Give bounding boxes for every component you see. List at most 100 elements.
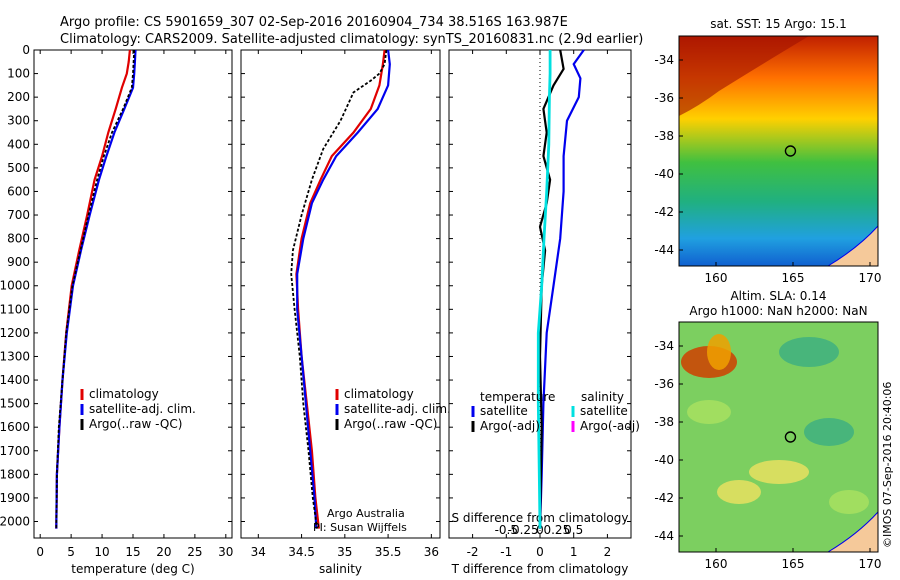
plot-frame: [240, 49, 441, 539]
y-tick-label: 1400: [0, 373, 30, 387]
sla-anomaly: [707, 334, 731, 370]
x-tick-label: 30: [218, 545, 233, 559]
series-line: [295, 49, 386, 529]
x-tick-label: 5: [67, 545, 75, 559]
x-tick-label: 34.5: [288, 545, 315, 559]
map-lon-label: 160: [705, 557, 728, 571]
map-lon-label: 165: [782, 557, 805, 571]
map-frame: [678, 35, 879, 267]
argo-credit: Argo Australia: [327, 507, 405, 520]
map-title: sat. SST: 15 Argo: 15.1: [710, 17, 847, 31]
x-tick-label: 2: [604, 545, 612, 559]
legend-label: satellite: [480, 404, 528, 418]
x-tick-label: 35: [337, 545, 352, 559]
map-lon-label: 170: [859, 271, 882, 285]
map-title: Altim. SLA: 0.14: [730, 289, 826, 303]
legend-label: climatology: [344, 387, 414, 401]
sla-anomaly: [749, 460, 809, 484]
map-lat-label: -42: [654, 491, 674, 505]
map-lat-label: -38: [654, 415, 674, 429]
x-tick-label: 1: [570, 545, 578, 559]
y-tick-label: 200: [7, 90, 30, 104]
y-tick-label: 900: [7, 255, 30, 269]
x-tick-label: 0: [36, 545, 44, 559]
legend-label: Argo(..raw -QC): [89, 417, 182, 431]
y-tick-label: 1200: [0, 326, 30, 340]
y-tick-label: 1900: [0, 491, 30, 505]
y-tick-label: 1700: [0, 444, 30, 458]
x-tick-label: 15: [125, 545, 140, 559]
y-tick-label: 0: [22, 43, 30, 57]
x-tick-label: 36: [424, 545, 439, 559]
sla-map: -34 -36 -38 -40 -42 -44 160 165 170 Altim. SLA: 0…: [654, 289, 881, 571]
map-lat-label: -36: [654, 91, 674, 105]
y-tick-label: 1300: [0, 349, 30, 363]
map-lon-label: 160: [705, 271, 728, 285]
profile-marker: [784, 145, 797, 157]
warm-patch: [679, 36, 809, 116]
difference-panel: -2 -1 0 1 2 T difference from climatology -0.5…: [448, 49, 640, 576]
map-frame: [678, 321, 879, 553]
map-lat-label: -36: [654, 377, 674, 391]
y-tick-label: 1800: [0, 467, 30, 481]
legend-title: temperature: [480, 390, 555, 404]
sst-map: -34 -36 -38 -40 -42 -44 160 165 170 sat. SST: 15 …: [654, 17, 881, 285]
sla-anomaly: [779, 337, 839, 367]
map-lon-label: 170: [859, 557, 882, 571]
map-lat-label: -40: [654, 167, 674, 181]
sla-anomaly: [717, 480, 761, 504]
legend-label: satellite: [580, 404, 628, 418]
temperature-panel: 0100200300400500600700800900100011001200…: [0, 43, 233, 576]
legend-label: Argo(-adj): [580, 419, 640, 433]
y-tick-label: 1100: [0, 302, 30, 316]
y-tick-label: 400: [7, 137, 30, 151]
title-line-2: Climatology: CARS2009. Satellite-adjuste…: [60, 32, 643, 47]
series-line: [538, 49, 585, 529]
s-tick-label: 0.25: [543, 523, 570, 537]
s-tick-label: 0: [536, 523, 544, 537]
salinity-panel: 34 34.5 35 35.5 36 salinity climatologysatelli…: [240, 49, 451, 576]
sla-anomaly: [804, 418, 854, 446]
legend-label: climatology: [89, 387, 159, 401]
legend-label: Argo(-adj): [480, 419, 540, 433]
x-tick-label: 34: [251, 545, 266, 559]
x-tick-label: -2: [467, 545, 479, 559]
map-lat-label: -40: [654, 453, 674, 467]
series-line: [55, 49, 136, 529]
x-tick-label: 0: [536, 545, 544, 559]
map-lat-label: -42: [654, 205, 674, 219]
series-line: [296, 49, 391, 529]
y-tick-label: 800: [7, 232, 30, 246]
legend-title: salinity: [581, 390, 624, 404]
series-line: [55, 49, 137, 529]
y-tick-label: 1500: [0, 397, 30, 411]
imos-credit: ©IMOS 07-Sep-2016 20:40:06: [881, 382, 894, 548]
sla-anomaly: [687, 400, 731, 424]
series-line: [538, 49, 565, 529]
series-line: [536, 50, 552, 529]
x-axis-label: T difference from climatology: [451, 562, 629, 576]
s-tick-label: 0.5: [564, 523, 583, 537]
s-tick-label: -0.25: [508, 523, 539, 537]
legend-label: satellite-adj. clim.: [344, 402, 451, 416]
y-tick-label: 700: [7, 208, 30, 222]
x-tick-label: 10: [94, 545, 109, 559]
pi-credit: PI: Susan Wijffels: [313, 521, 407, 534]
title-line-1: Argo profile: CS 5901659_307 02-Sep-2016…: [60, 15, 568, 30]
map-lat-label: -34: [654, 339, 674, 353]
map-lat-label: -34: [654, 53, 674, 67]
x-tick-label: -1: [500, 545, 512, 559]
s-tick-label: -0.5: [495, 523, 518, 537]
plot-frame: [33, 49, 233, 539]
map-lat-label: -44: [654, 243, 674, 257]
map-subtitle: Argo h1000: NaN h2000: NaN: [689, 304, 867, 318]
y-tick-label: 1000: [0, 279, 30, 293]
profile-marker: [784, 431, 797, 443]
x-tick-label: 20: [156, 545, 171, 559]
y-tick-label: 1600: [0, 420, 30, 434]
map-lon-label: 165: [782, 271, 805, 285]
y-tick-label: 2000: [0, 514, 30, 528]
y-tick-label: 500: [7, 161, 30, 175]
map-lat-label: -38: [654, 129, 674, 143]
